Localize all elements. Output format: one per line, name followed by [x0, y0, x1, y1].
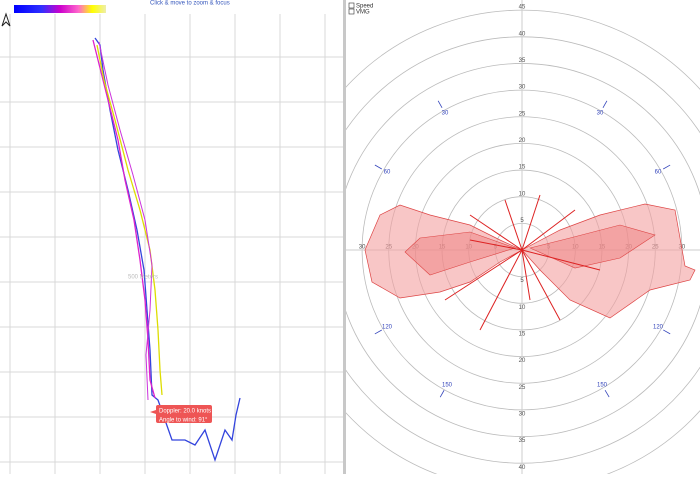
splitter[interactable]	[343, 0, 346, 474]
north-arrow	[1, 12, 11, 27]
radial-label: 30	[519, 85, 526, 91]
radial-label: 10	[519, 191, 526, 197]
angle-label: 60	[384, 170, 391, 176]
legend-checkbox[interactable]	[348, 8, 355, 15]
radial-label: 10	[519, 305, 526, 311]
speed-area	[521, 203, 696, 319]
hint: Click & move to zoom & focus	[150, 1, 230, 7]
track	[96, 44, 163, 396]
radial-label: 20	[519, 138, 526, 144]
spikes	[444, 194, 601, 331]
track	[92, 39, 156, 399]
tooltip-line: Angle to wind: 91°	[159, 418, 208, 424]
map-grid	[0, 14, 344, 474]
radial-label: 35	[519, 438, 526, 444]
angle-tick	[604, 389, 610, 398]
radial-label: 25	[519, 111, 526, 117]
angle-label: 30	[597, 111, 604, 117]
angle-label: 120	[653, 325, 664, 331]
angle-label: 120	[382, 325, 393, 331]
angle-label: 150	[442, 383, 453, 389]
track	[98, 41, 153, 401]
radial-label: 20	[519, 358, 526, 364]
vmg-area	[404, 224, 656, 276]
color-legend	[14, 5, 106, 13]
radial-label: 15	[519, 165, 526, 171]
radial-label: 5	[520, 278, 524, 284]
angle-label: 150	[597, 383, 608, 389]
tooltip-pointer	[150, 410, 156, 414]
radial-label: 35	[519, 58, 526, 64]
radial-label: 5	[520, 218, 524, 224]
angle-tick	[437, 100, 443, 108]
angle-tick	[602, 100, 608, 108]
angle-tick	[374, 329, 382, 335]
angle-tick	[663, 329, 671, 335]
tooltip-line: Doppler: 20.0 knots	[159, 409, 211, 415]
angle-tick	[374, 164, 383, 170]
radial-label: 30	[679, 245, 686, 251]
legend-checkbox[interactable]	[348, 2, 355, 9]
radial-label: 25	[519, 385, 526, 391]
radial-label: 45	[519, 5, 526, 11]
angle-label: 60	[655, 170, 662, 176]
scale-label: 500 Meters	[128, 275, 158, 281]
legend-item[interactable]: Speed	[356, 4, 373, 10]
radial-label: 40	[519, 465, 526, 471]
angle-tick	[439, 390, 445, 398]
radial-label: 15	[519, 332, 526, 338]
tooltip	[156, 405, 212, 423]
radial-label: 30	[519, 411, 526, 417]
radial-label: 30	[359, 245, 366, 251]
angle-label: 30	[442, 111, 449, 117]
angle-tick	[663, 164, 671, 170]
legend-item[interactable]: VMG	[356, 10, 370, 16]
radial-label: 40	[519, 31, 526, 37]
